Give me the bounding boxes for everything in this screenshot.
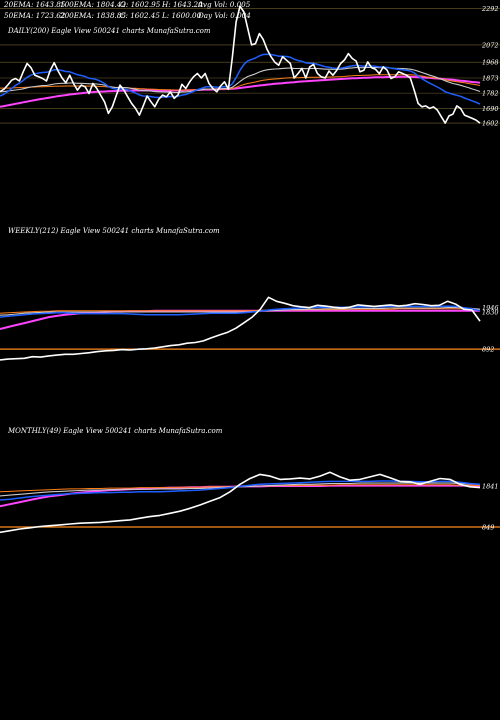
- daily-panel: 2292 2072 1968 1873 1782 1690 1602 20EMA: 1643…: [0, 0, 500, 128]
- monthly-tick-label-0: 1841: [482, 482, 499, 490]
- weekly-ema50-line: [0, 307, 481, 316]
- stat-low: L: 1600.00: [161, 11, 202, 20]
- weekly-tick-label-0: 1946: [482, 304, 499, 312]
- stat-day-vol: Day Vol: 0.004: [197, 11, 251, 20]
- stat-close: C: 1602.45: [120, 11, 160, 20]
- daily-ema200-line: [0, 75, 481, 108]
- stat-100ema: 100EMA: 1804.42: [60, 0, 126, 9]
- weekly-tick-label-2: 892: [482, 346, 494, 354]
- stat-20ema: 20EMA: 1643.85: [3, 0, 66, 9]
- weekly-series: [0, 296, 481, 361]
- weekly-panel: WEEKLY(212) Eagle View 500241 charts Mun…: [0, 227, 500, 361]
- monthly-series: [0, 471, 481, 534]
- daily-series: [0, 5, 481, 124]
- stat-open: O: 1602.95: [120, 0, 161, 9]
- stat-high: H: 1643.20: [161, 0, 203, 9]
- monthly-price-line: [0, 471, 481, 534]
- daily-tick-labels: 2292 2072 1968 1873 1782 1690 1602: [481, 5, 499, 128]
- stat-200ema: 200EMA: 1838.85: [59, 11, 126, 20]
- weekly-ema100-line: [0, 308, 481, 314]
- daily-tick-label-6: 1602: [482, 120, 499, 128]
- monthly-tick-labels: 1841 849: [482, 482, 499, 531]
- weekly-title: WEEKLY(212) Eagle View 500241 charts Mun…: [8, 227, 220, 235]
- daily-tick-label-1: 2072: [481, 41, 499, 49]
- daily-ema20-line: [0, 53, 481, 105]
- daily-price-line: [0, 5, 481, 124]
- stat-avg-vol: Avg Vol: 0.005: [197, 0, 251, 9]
- monthly-title: MONTHLY(49) Eagle View 500241 charts Mun…: [7, 427, 223, 435]
- weekly-price-line: [0, 296, 481, 361]
- daily-ema50-line: [0, 66, 481, 94]
- daily-tick-label-4: 1782: [482, 90, 499, 98]
- daily-tick-label-3: 1873: [482, 75, 499, 83]
- daily-tick-label-5: 1690: [482, 105, 499, 113]
- monthly-panel: MONTHLY(49) Eagle View 500241 charts Mun…: [0, 427, 500, 534]
- weekly-tick-label-1: 1830: [482, 309, 499, 317]
- stat-50ema: 50EMA: 1723.62: [4, 11, 66, 20]
- daily-title: DAILY(200) Eagle View 500241 charts Muna…: [7, 27, 211, 35]
- daily-tick-label-2: 1968: [482, 59, 499, 67]
- monthly-tick-label-1: 849: [482, 524, 494, 532]
- daily-tick-label-0: 2292: [481, 5, 499, 13]
